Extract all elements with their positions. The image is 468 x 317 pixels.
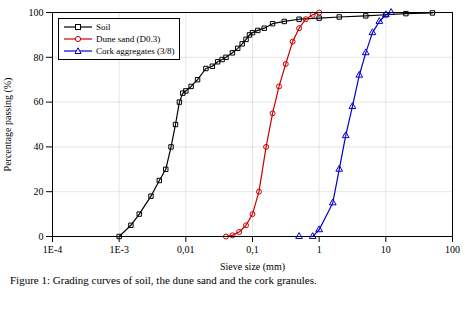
html-text:Soil: Soil	[96, 22, 111, 32]
svg-text:0,1: 0,1	[246, 244, 259, 255]
svg-text:80: 80	[34, 52, 44, 63]
svg-text:100: 100	[445, 244, 460, 255]
svg-text:20: 20	[34, 186, 44, 197]
svg-text:60: 60	[34, 96, 44, 107]
svg-text:10: 10	[381, 244, 391, 255]
svg-text:1E-4: 1E-4	[43, 244, 62, 255]
svg-text:Percentage passing (%): Percentage passing (%)	[2, 78, 14, 172]
svg-text:0: 0	[39, 231, 44, 242]
html-text:Cork aggregates (3/8): Cork aggregates (3/8)	[96, 46, 175, 56]
svg-text:40: 40	[34, 141, 44, 152]
html-text:Dune sand (D0.3): Dune sand (D0.3)	[96, 34, 161, 44]
svg-text:Sieve size (mm): Sieve size (mm)	[220, 261, 285, 273]
svg-text:100: 100	[29, 7, 44, 18]
html-text:Figure 1: Grading curves of so: Figure 1: Grading curves of soil, the du…	[10, 274, 317, 286]
svg-text:1E-3: 1E-3	[109, 244, 128, 255]
svg-text:0,01: 0,01	[177, 244, 195, 255]
svg-text:1: 1	[317, 244, 322, 255]
